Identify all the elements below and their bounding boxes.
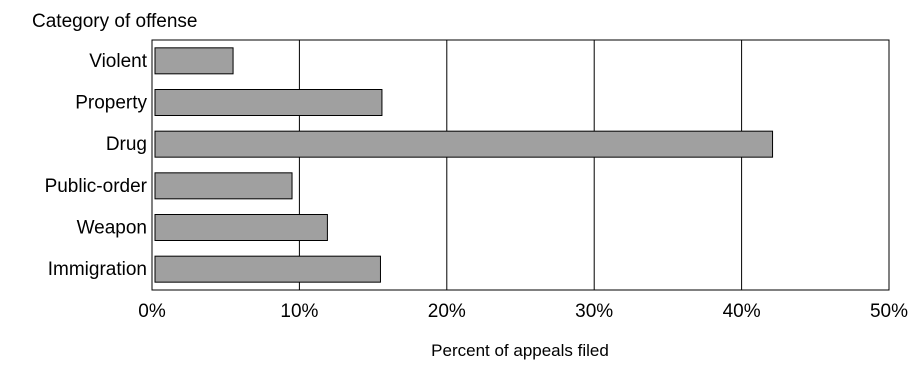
bar-property xyxy=(154,89,383,116)
category-label: Property xyxy=(75,93,147,114)
bar-public-order xyxy=(154,172,293,200)
x-tick-label: 10% xyxy=(280,301,318,322)
category-label: Violent xyxy=(89,51,147,72)
bar-immigration xyxy=(154,255,381,283)
category-label: Drug xyxy=(106,134,147,155)
x-tick-label: 0% xyxy=(138,301,166,322)
bar-violent xyxy=(154,47,234,75)
x-axis-title: Percent of appeals filed xyxy=(431,341,609,360)
category-label: Public-order xyxy=(45,176,148,197)
x-tick-label: 30% xyxy=(575,301,613,322)
category-labels: Violent Property Drug Public-order Weapon Imm… xyxy=(45,51,148,280)
chart-title: Category of offense xyxy=(32,11,197,32)
category-label: Weapon xyxy=(77,218,147,239)
gridlines xyxy=(298,40,743,290)
category-label: Immigration xyxy=(48,259,147,280)
x-tick-label: 20% xyxy=(428,301,466,322)
x-tick-label: 50% xyxy=(870,301,908,322)
plot-frame xyxy=(151,39,890,291)
bars xyxy=(154,47,774,283)
bar-drug xyxy=(154,130,774,158)
x-tick-label: 40% xyxy=(723,301,761,322)
x-tick-labels: 0% 10% 20% 30% 40% 50% xyxy=(138,301,908,322)
bar-weapon xyxy=(154,214,328,241)
